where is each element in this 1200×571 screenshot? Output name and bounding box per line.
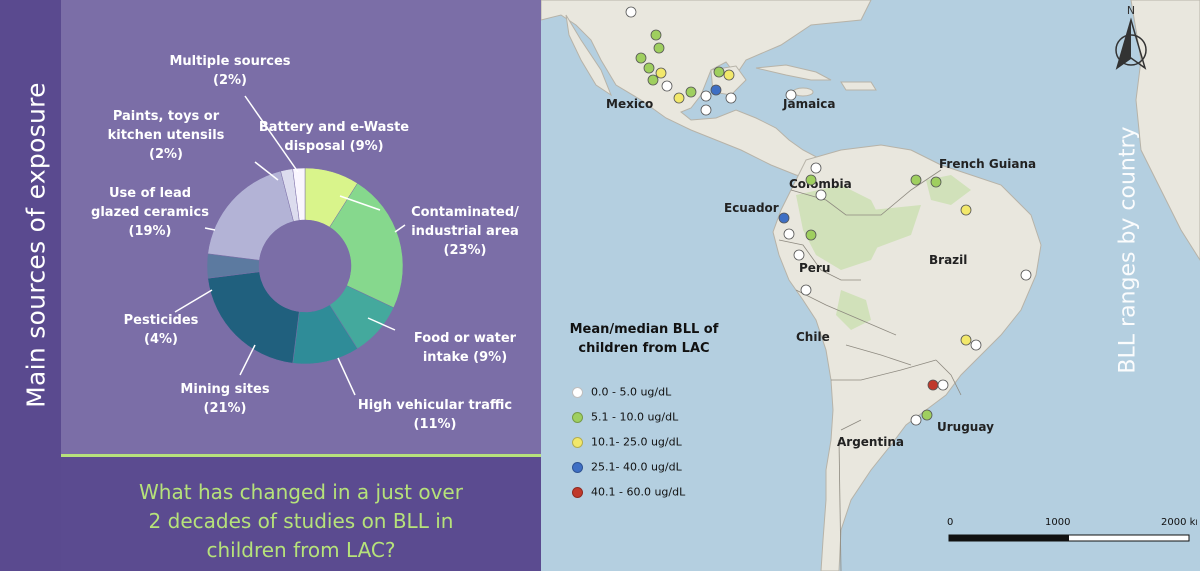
slice-label-line: Use of lead (108, 186, 192, 201)
hispaniola-island (840, 81, 877, 91)
slice-label-pesticides: Pesticides (4%) (111, 311, 211, 349)
legend-label: 10.1- 25.0 ug/dL (591, 435, 682, 449)
leader-line (394, 224, 406, 233)
slice-label-line: Food or water (413, 331, 517, 346)
leader-line (254, 161, 279, 181)
bll-points (625, 6, 1032, 426)
country-label: Mexico (606, 97, 653, 111)
slice-label-line: (21%) (203, 401, 247, 416)
leader-line (174, 289, 213, 313)
question-line: What has changed in a just over (139, 480, 463, 504)
scale-label: 0 (947, 517, 953, 528)
north-america-land (541, 0, 872, 181)
map-panel: Mexico Jamaica Colombia French Guiana Ec… (541, 0, 1200, 571)
leader-line (244, 95, 299, 173)
slice-label-multiple: Multiple sources (2%) (150, 52, 310, 90)
country-label: Chile (796, 330, 830, 344)
country-label: French Guiana (939, 157, 1036, 171)
north-label: N (1127, 4, 1135, 17)
donut-chart (174, 95, 406, 396)
slice-label-traffic: High vehicular traffic (11%) (340, 396, 530, 434)
country-label: Peru (799, 261, 830, 275)
legend-dot (572, 461, 583, 473)
slice-label-line: Multiple sources (169, 54, 291, 69)
slice-label-line: glazed ceramics (91, 205, 209, 220)
map-vertical-title: BLL ranges by country (1115, 126, 1141, 374)
baja-peninsula (565, 14, 613, 97)
slice-label-line: Pesticides (123, 313, 199, 328)
scale-bar: 0 1000 2000 km (947, 517, 1197, 542)
slice-label-ceramics: Use of lead glazed ceramics (19%) (90, 184, 210, 241)
country-label: Ecuador (724, 201, 779, 215)
slice-label-line: High vehicular traffic (357, 398, 513, 413)
slice-label-contaminated: Contaminated/ industrial area (23%) (392, 203, 538, 260)
legend-dot (572, 436, 583, 448)
country-label: Argentina (837, 435, 904, 449)
legend-label: 5.1 - 10.0 ug/dL (591, 410, 679, 424)
legend-dot (572, 486, 583, 498)
legend-label: 40.1 - 60.0 ug/dL (591, 485, 686, 499)
slice-label-line: (23%) (443, 243, 487, 258)
scale-segment (949, 535, 1069, 541)
slice-label-line: intake (9%) (422, 350, 508, 365)
country-label: Colombia (789, 177, 852, 191)
legend-label: 25.1- 40.0 ug/dL (591, 460, 682, 474)
legend-dot (572, 386, 583, 398)
slice-label-battery: Battery and e-Waste disposal (9%) (240, 118, 428, 156)
leader-line (204, 227, 216, 231)
slice-label-line: kitchen utensils (107, 128, 225, 143)
legend-title: Mean/median BLL of children from LAC (558, 320, 730, 358)
scale-label: 2000 km (1161, 517, 1197, 528)
slice-label-line: Battery and e-Waste (258, 120, 410, 135)
legend-item: 0.0 - 5.0 ug/dL (572, 385, 671, 405)
legend-dot (572, 411, 583, 423)
legend-item: 5.1 - 10.0 ug/dL (572, 410, 678, 430)
slice-label-line: (19%) (128, 224, 172, 239)
leader-line (337, 357, 356, 396)
divider (61, 454, 541, 457)
slice-label-line: (11%) (413, 417, 457, 432)
question-text: What has changed in a just over 2 decade… (61, 478, 541, 565)
map-canvas: Mexico Jamaica Colombia French Guiana Ec… (541, 0, 1200, 571)
slice-label-food-water: Food or water intake (9%) (400, 329, 530, 367)
slice-label-line: (4%) (144, 332, 178, 347)
legend-item: 40.1 - 60.0 ug/dL (572, 485, 685, 505)
slice-label-line: disposal (9%) (284, 139, 384, 154)
leader-line (239, 344, 256, 376)
leader-line (367, 317, 396, 331)
slice-label-line: Paints, toys or (112, 109, 220, 124)
country-label: Uruguay (937, 420, 994, 434)
legend-item: 10.1- 25.0 ug/dL (572, 435, 682, 455)
slice-label-line: Mining sites (180, 382, 270, 397)
slice-label-mining: Mining sites (21%) (170, 380, 280, 418)
legend-title-line: Mean/median BLL of (569, 322, 719, 337)
country-borders (778, 169, 962, 571)
question-line: 2 decades of studies on BLL in (148, 509, 454, 533)
country-label: Brazil (929, 253, 967, 267)
slice-label-paints: Paints, toys or kitchen utensils (2%) (96, 107, 236, 164)
africa-edge (1130, 0, 1200, 261)
question-line: children from LAC? (206, 538, 396, 562)
leader-line (339, 195, 381, 211)
slice-label-line: (2%) (213, 73, 247, 88)
scale-label: 1000 (1045, 517, 1070, 528)
legend-label: 0.0 - 5.0 ug/dL (591, 385, 672, 399)
slice-label-line: Contaminated/ (411, 205, 519, 220)
legend-title-line: children from LAC (578, 341, 710, 356)
slice-label-line: (2%) (149, 147, 183, 162)
cuba-island (755, 64, 832, 81)
country-label: Jamaica (782, 97, 836, 111)
north-arrow-icon (1115, 17, 1147, 70)
vertical-title-strip (0, 0, 61, 571)
slice-label-line: industrial area (411, 224, 519, 239)
legend-item: 25.1- 40.0 ug/dL (572, 460, 682, 480)
donut-hole (259, 220, 351, 312)
